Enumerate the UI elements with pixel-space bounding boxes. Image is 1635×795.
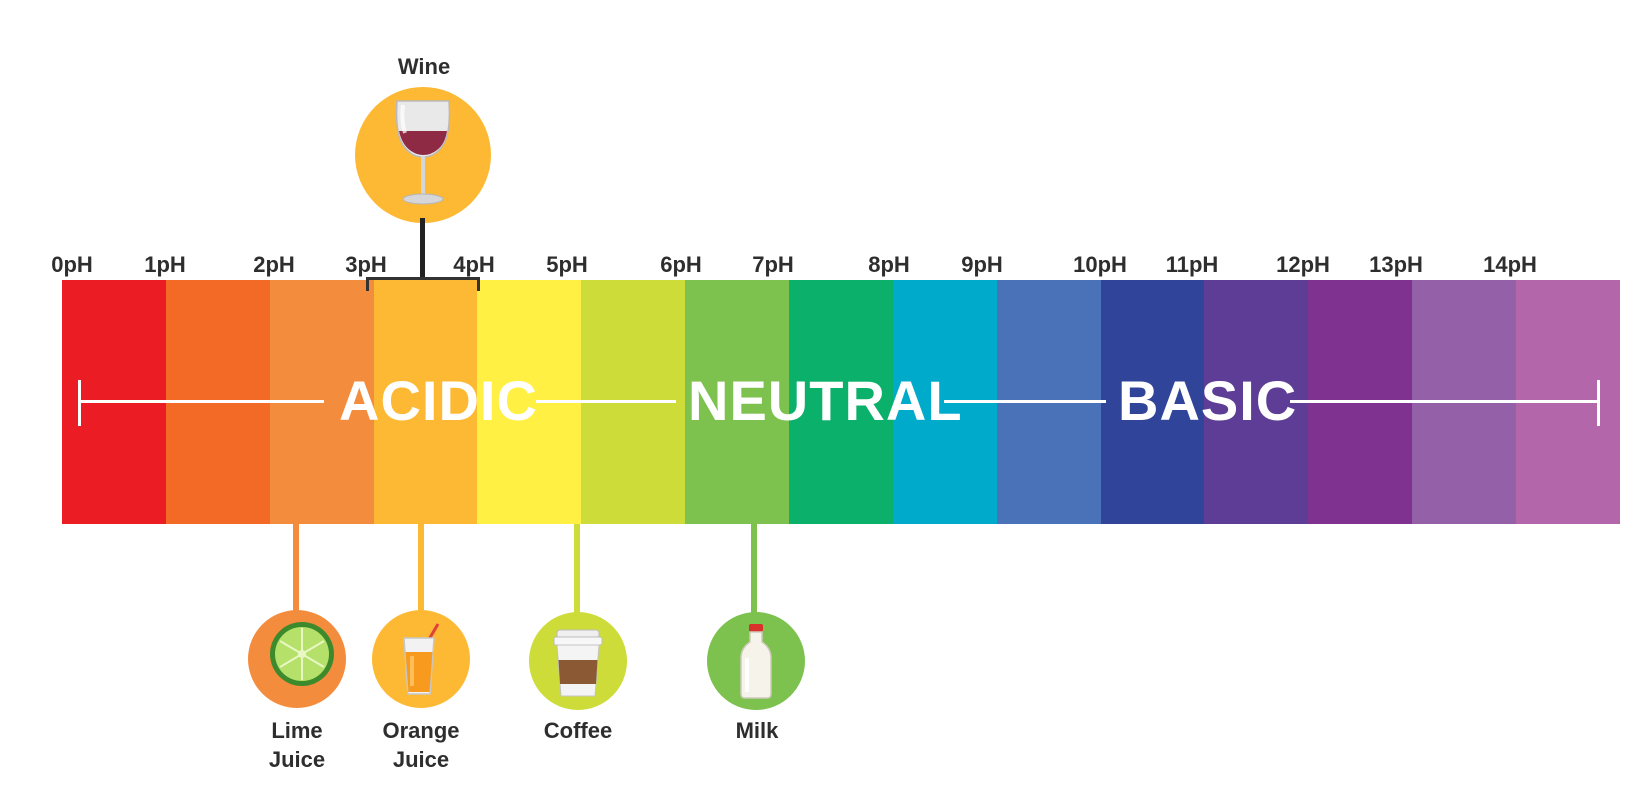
orange-juice-label-line1: Orange (382, 718, 460, 743)
coffee-cup-icon (553, 629, 603, 697)
wine-bubble (355, 87, 491, 223)
tick-14ph: 14pH (1483, 252, 1537, 277)
tick-0ph: 0pH (51, 252, 93, 277)
milk-label: Milk (735, 718, 779, 743)
orange-juice-bubble (372, 610, 470, 708)
tick-8ph: 8pH (868, 252, 910, 277)
orange-juice-connector (418, 524, 424, 614)
ph-band-3 (373, 280, 478, 524)
lime-juice-label-line1: Lime (271, 718, 323, 743)
region-line-segment (536, 400, 676, 403)
wine-connector (420, 218, 425, 278)
wine-label: Wine (397, 54, 451, 79)
lime-slice-icon (270, 622, 334, 686)
tick-6ph: 6pH (660, 252, 702, 277)
milk-bubble (707, 612, 805, 710)
region-line-segment (1290, 400, 1598, 403)
tick-7ph: 7pH (752, 252, 794, 277)
region-line-segment (80, 400, 324, 403)
wine-range-bracket (366, 277, 480, 291)
region-label-basic: BASIC (1118, 369, 1298, 432)
tick-3ph: 3pH (345, 252, 387, 277)
lime-juice-bubble (248, 610, 346, 708)
tick-4ph: 4pH (453, 252, 495, 277)
juice-glass-icon (403, 623, 440, 695)
coffee-label: Coffee (543, 718, 613, 743)
tick-10ph: 10pH (1073, 252, 1127, 277)
ph-band-7 (789, 280, 893, 524)
region-label-acidic: ACIDIC (339, 369, 538, 432)
orange-juice-label-line2: Juice (392, 747, 450, 772)
tick-12ph: 12pH (1276, 252, 1330, 277)
region-label-neutral: NEUTRAL (688, 369, 963, 432)
milk-connector (751, 524, 757, 614)
lime-juice-label: Lime Juice (269, 716, 325, 774)
tick-9ph: 9pH (961, 252, 1003, 277)
scale-left-end-cap (78, 380, 81, 426)
tick-1ph: 1pH (144, 252, 186, 277)
milk-bottle-icon (740, 624, 772, 699)
tick-11ph: 11pH (1165, 252, 1219, 277)
ph-band-6 (685, 280, 790, 524)
wine-glass-icon (395, 100, 451, 205)
tick-5ph: 5pH (546, 252, 588, 277)
lime-juice-label-line2: Juice (268, 747, 326, 772)
orange-juice-label: Orange Juice (382, 716, 459, 774)
ph-band-10 (1100, 280, 1205, 524)
tick-13ph: 13pH (1369, 252, 1423, 277)
coffee-connector (574, 524, 580, 614)
tick-2ph: 2pH (253, 252, 295, 277)
region-line-segment (944, 400, 1106, 403)
coffee-bubble (529, 612, 627, 710)
lime-juice-connector (293, 524, 299, 614)
scale-right-end-cap (1597, 380, 1600, 426)
